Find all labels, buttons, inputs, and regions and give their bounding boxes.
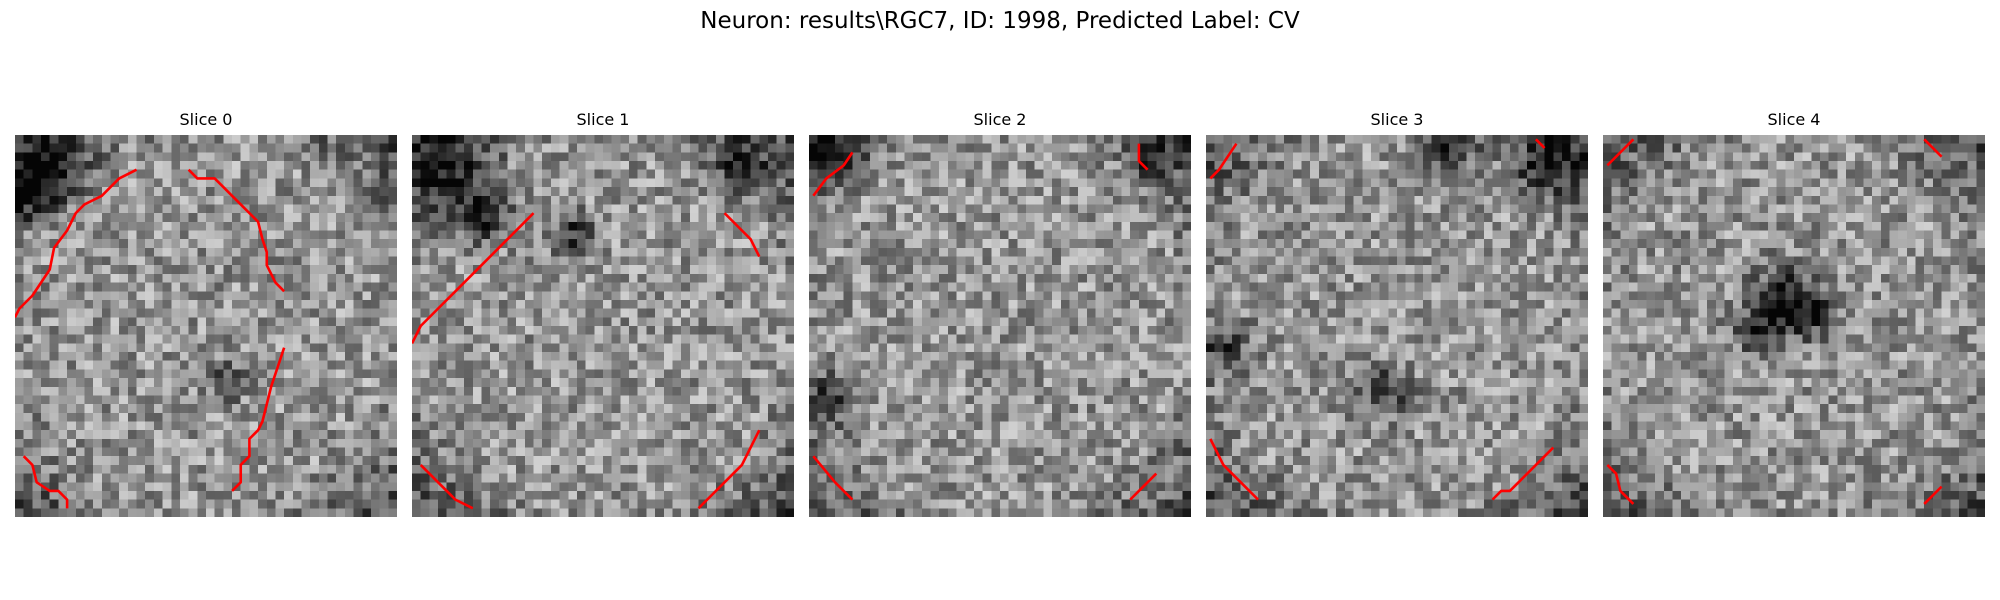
contour-line	[723, 212, 761, 258]
slice-title: Slice 3	[1370, 110, 1424, 129]
contour-line	[15, 168, 138, 318]
slice-pixels	[1603, 135, 1985, 517]
contour-line	[1606, 138, 1635, 167]
slice-image-3	[1206, 135, 1588, 517]
contour-line	[1491, 446, 1555, 501]
slice-pixels	[412, 135, 794, 517]
contour-line	[231, 347, 286, 492]
slice-image-4	[1603, 135, 1985, 517]
contour-line	[1209, 142, 1238, 180]
contour-line	[812, 455, 854, 501]
contour-line	[697, 429, 761, 510]
slice-title: Slice 4	[1767, 110, 1821, 129]
contour-line	[812, 151, 854, 197]
slice-pixels	[809, 135, 1191, 517]
contour-line	[1534, 138, 1546, 149]
slice-title: Slice 0	[179, 110, 233, 129]
slice-pixels	[15, 135, 397, 517]
contour-line	[1137, 143, 1149, 171]
contour-line	[1606, 463, 1635, 505]
slice-title: Slice 2	[973, 110, 1027, 129]
slice-image-1	[412, 135, 794, 517]
contour-line	[1923, 485, 1943, 505]
contour-line	[187, 168, 286, 293]
contour-line	[419, 463, 474, 510]
slice-title: Slice 1	[576, 110, 630, 129]
contour-line	[1129, 472, 1158, 501]
contour-line	[1923, 138, 1943, 158]
slice-pixels	[1206, 135, 1588, 517]
figure-title: Neuron: results\RGC7, ID: 1998, Predicte…	[700, 8, 1300, 34]
slice-image-0	[15, 135, 397, 517]
contour-line	[1209, 438, 1260, 501]
contour-line	[412, 212, 535, 344]
slice-image-2	[809, 135, 1191, 517]
contour-line	[22, 455, 69, 509]
